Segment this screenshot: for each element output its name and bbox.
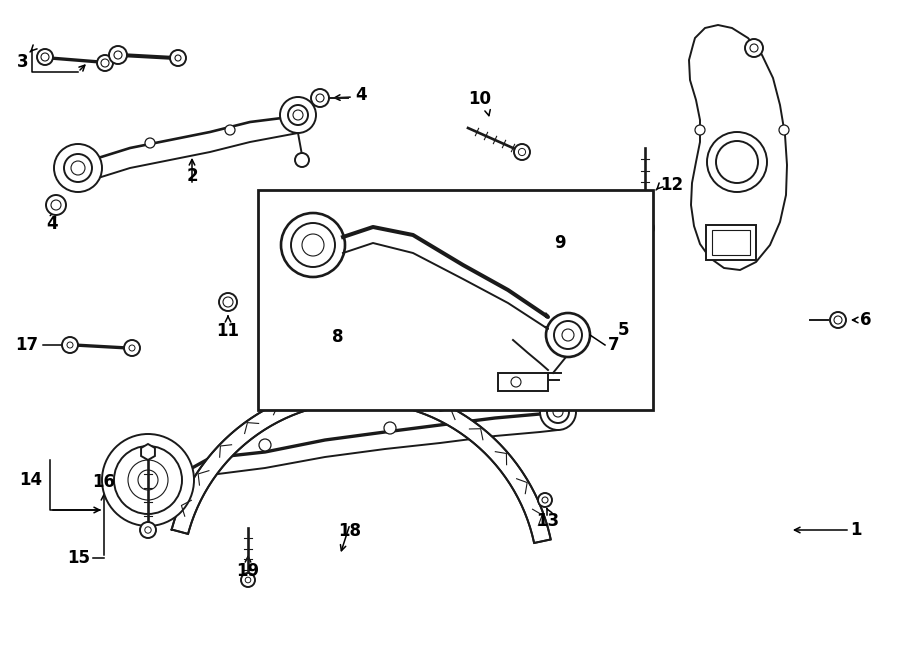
- Circle shape: [291, 223, 335, 267]
- Circle shape: [145, 527, 151, 533]
- Bar: [498, 373, 548, 391]
- Text: 12: 12: [660, 176, 683, 194]
- Polygon shape: [172, 385, 551, 543]
- Circle shape: [542, 497, 548, 503]
- Polygon shape: [689, 25, 787, 270]
- Circle shape: [547, 401, 569, 423]
- Circle shape: [97, 55, 113, 71]
- Circle shape: [293, 110, 303, 120]
- Circle shape: [71, 161, 85, 175]
- Circle shape: [62, 337, 78, 353]
- Circle shape: [37, 49, 53, 65]
- Circle shape: [245, 577, 251, 583]
- Circle shape: [51, 200, 61, 210]
- Text: 2: 2: [186, 167, 198, 185]
- Circle shape: [64, 154, 92, 182]
- Circle shape: [281, 213, 345, 277]
- Circle shape: [511, 377, 521, 387]
- Text: 1: 1: [850, 521, 861, 539]
- Circle shape: [546, 313, 590, 357]
- Circle shape: [170, 50, 186, 66]
- Text: 3: 3: [16, 53, 28, 71]
- Text: 11: 11: [217, 322, 239, 340]
- Circle shape: [124, 340, 140, 356]
- Polygon shape: [608, 322, 622, 338]
- Text: 4: 4: [46, 215, 58, 233]
- Text: 4: 4: [355, 86, 366, 104]
- Bar: [712, 230, 750, 255]
- Polygon shape: [141, 444, 155, 460]
- Circle shape: [707, 132, 767, 192]
- Circle shape: [311, 89, 329, 107]
- Circle shape: [280, 97, 316, 133]
- Circle shape: [241, 573, 255, 587]
- Circle shape: [102, 434, 194, 526]
- Text: 5: 5: [618, 321, 629, 339]
- Circle shape: [46, 195, 66, 215]
- Circle shape: [302, 234, 324, 256]
- Circle shape: [540, 394, 576, 430]
- Text: 13: 13: [536, 512, 560, 530]
- Circle shape: [67, 342, 73, 348]
- Circle shape: [114, 446, 182, 514]
- Bar: [258, 190, 653, 410]
- Circle shape: [514, 144, 530, 160]
- Circle shape: [259, 439, 271, 451]
- Circle shape: [175, 55, 181, 61]
- Text: 16: 16: [92, 473, 115, 491]
- Circle shape: [138, 470, 158, 490]
- Circle shape: [554, 321, 582, 349]
- Circle shape: [109, 46, 127, 64]
- Circle shape: [830, 312, 846, 328]
- Circle shape: [750, 44, 758, 52]
- Text: 14: 14: [19, 471, 42, 489]
- Text: 6: 6: [860, 311, 871, 329]
- Circle shape: [288, 105, 308, 125]
- Circle shape: [128, 460, 168, 500]
- Text: 10: 10: [469, 90, 491, 108]
- Text: 17: 17: [15, 336, 38, 354]
- Circle shape: [129, 345, 135, 351]
- Circle shape: [225, 125, 235, 135]
- Circle shape: [114, 51, 122, 59]
- Circle shape: [101, 59, 109, 67]
- Circle shape: [384, 422, 396, 434]
- Circle shape: [745, 39, 763, 57]
- Circle shape: [518, 148, 526, 156]
- Circle shape: [642, 224, 649, 232]
- Circle shape: [295, 153, 309, 167]
- Circle shape: [562, 329, 574, 341]
- Circle shape: [553, 407, 563, 417]
- Circle shape: [219, 293, 237, 311]
- Circle shape: [636, 219, 654, 237]
- Circle shape: [223, 297, 233, 307]
- Circle shape: [145, 138, 155, 148]
- Circle shape: [834, 316, 842, 324]
- Text: 15: 15: [67, 549, 90, 567]
- Circle shape: [41, 53, 49, 61]
- Circle shape: [140, 522, 156, 538]
- Text: 8: 8: [332, 328, 344, 346]
- Circle shape: [695, 125, 705, 135]
- Text: 9: 9: [554, 234, 566, 252]
- Text: 18: 18: [338, 522, 362, 540]
- Circle shape: [538, 493, 552, 507]
- Circle shape: [54, 144, 102, 192]
- Bar: [706, 225, 756, 260]
- Circle shape: [716, 141, 758, 183]
- Circle shape: [779, 125, 789, 135]
- Text: 19: 19: [237, 562, 259, 580]
- Text: 7: 7: [608, 336, 619, 354]
- Circle shape: [316, 94, 324, 102]
